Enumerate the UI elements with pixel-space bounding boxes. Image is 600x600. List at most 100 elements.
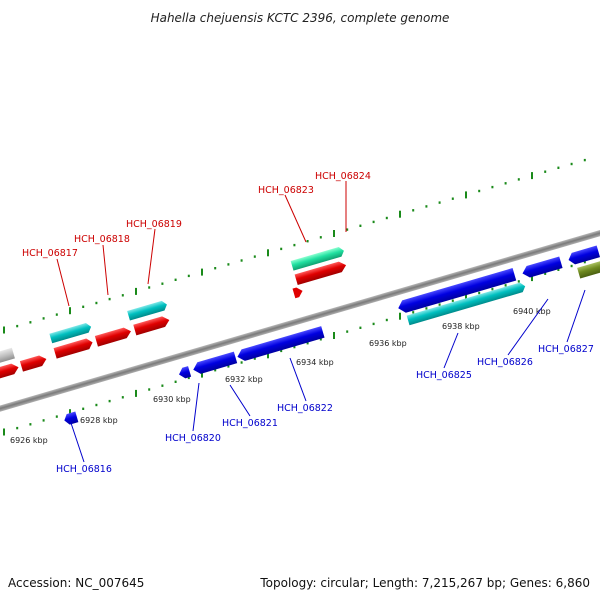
lower-tick-19 <box>253 357 256 360</box>
lower-tick-22 <box>293 345 296 349</box>
upper-tick-41 <box>544 170 547 173</box>
lower-tick-40 <box>531 274 533 282</box>
genome-summary-text: Topology: circular; Length: 7,215,267 bp… <box>259 576 590 590</box>
upper-tick-33 <box>438 201 441 204</box>
upper-tick-18 <box>240 259 243 262</box>
gene-hch-06827-olive[interactable] <box>577 260 600 279</box>
upper-tick-15 <box>201 268 203 276</box>
lower-tick-0 <box>3 428 5 436</box>
lower-tick-15 <box>201 370 203 378</box>
upper-tick-43 <box>570 162 573 166</box>
upper-tick-39 <box>517 178 520 181</box>
gene-label-hch-06824[interactable]: HCH_06824 <box>315 171 371 182</box>
upper-tick-2 <box>29 321 32 324</box>
gene-hch-06819-rna[interactable] <box>127 300 168 321</box>
upper-tick-track <box>3 158 586 334</box>
upper-tick-10 <box>135 287 137 295</box>
gene-label-hch-06817[interactable]: HCH_06817 <box>22 248 78 259</box>
lower-tick-6 <box>82 407 85 410</box>
gene-label-hch-06819[interactable]: HCH_06819 <box>126 219 182 230</box>
tick-label-6936: 6936 kbp <box>369 339 407 348</box>
upper-tick-44 <box>583 158 586 162</box>
lower-tick-41 <box>544 272 547 275</box>
upper-tick-22 <box>293 243 296 247</box>
upper-tick-24 <box>319 236 322 239</box>
upper-tick-0 <box>3 326 5 334</box>
gene-hch-06817[interactable] <box>53 337 95 359</box>
lower-tick-20 <box>267 351 269 359</box>
genome-backbone <box>0 192 600 440</box>
gene-hch-06820[interactable] <box>192 351 238 376</box>
gene-hch-06827[interactable] <box>567 245 600 266</box>
gene-hch-06817-rna[interactable] <box>49 322 92 344</box>
upper-tick-9 <box>121 294 124 297</box>
upper-tick-31 <box>412 209 415 212</box>
gene-hch-06822[interactable] <box>236 326 325 362</box>
gene-partial-red-2[interactable] <box>19 354 48 372</box>
upper-tick-16 <box>214 267 217 270</box>
lower-tick-30 <box>399 312 401 320</box>
gene-partial-gray[interactable] <box>0 347 15 373</box>
gene-partial-red-1[interactable] <box>0 362 20 387</box>
gene-label-hch-06820[interactable]: HCH_06820 <box>165 433 221 444</box>
lower-tick-25 <box>333 332 335 339</box>
gene-label-hch-06816[interactable]: HCH_06816 <box>56 464 112 475</box>
lower-tick-39 <box>517 280 520 283</box>
lower-tick-23 <box>306 342 309 345</box>
gene-hch-06825-rna[interactable] <box>406 281 527 326</box>
gene-label-hch-06826[interactable]: HCH_06826 <box>477 357 533 368</box>
lower-tick-43 <box>570 264 573 268</box>
gene-label-hch-06818[interactable]: HCH_06818 <box>74 234 130 245</box>
upper-tick-32 <box>425 205 428 208</box>
upper-tick-26 <box>346 228 349 231</box>
lower-tick-42 <box>557 268 560 271</box>
gene-hch-06826[interactable] <box>521 256 563 279</box>
gene-hch-06823[interactable] <box>292 286 304 299</box>
upper-tick-17 <box>227 263 230 266</box>
upper-tick-37 <box>491 185 494 189</box>
upper-tick-8 <box>108 297 111 301</box>
gene-hch-06820-small[interactable] <box>177 366 192 380</box>
lower-tick-9 <box>121 396 124 399</box>
upper-tick-21 <box>280 247 283 251</box>
upper-tick-38 <box>504 182 507 185</box>
lower-tick-34 <box>451 299 454 302</box>
upper-tick-42 <box>557 166 560 169</box>
lower-gene-labels: HCH_06816 HCH_06820 HCH_06821 HCH_06822 … <box>56 289 594 475</box>
lower-tick-28 <box>372 322 375 326</box>
gene-hch-06816[interactable] <box>63 411 79 426</box>
gene-label-hch-06822[interactable]: HCH_06822 <box>277 403 333 414</box>
upper-tick-14 <box>187 274 190 278</box>
upper-tick-34 <box>451 197 454 200</box>
tick-labels: 6926 kbp 6928 kbp 6930 kbp 6932 kbp 6934… <box>10 307 551 445</box>
gene-hch-06824-rna[interactable] <box>290 246 346 271</box>
tick-label-6938: 6938 kbp <box>442 322 480 331</box>
lower-tick-14 <box>187 376 190 380</box>
accession-text: Accession: NC_007645 <box>8 576 144 590</box>
gene-label-hch-06823[interactable]: HCH_06823 <box>258 185 314 196</box>
gene-hch-06825[interactable] <box>396 268 517 314</box>
lower-tick-4 <box>55 415 58 418</box>
gene-hch-06819[interactable] <box>133 315 171 336</box>
lower-tick-12 <box>161 384 164 387</box>
lower-tick-32 <box>425 307 428 310</box>
upper-tick-23 <box>306 240 309 243</box>
gene-label-hch-06827[interactable]: HCH_06827 <box>538 344 594 355</box>
lower-tick-18 <box>240 361 243 364</box>
gene-label-hch-06825[interactable]: HCH_06825 <box>416 370 472 381</box>
gene-hch-06824[interactable] <box>294 260 348 286</box>
lower-tick-27 <box>359 326 362 329</box>
lower-tick-5 <box>69 409 71 417</box>
upper-tick-19 <box>253 255 256 258</box>
lower-tick-44 <box>583 260 586 264</box>
gene-hch-06818[interactable] <box>94 326 133 347</box>
gene-label-hch-06821[interactable]: HCH_06821 <box>222 418 278 429</box>
lower-tick-11 <box>148 388 151 391</box>
upper-tick-30 <box>399 210 401 218</box>
upper-tick-40 <box>531 172 533 180</box>
lower-tick-2 <box>29 423 32 426</box>
tick-label-6940: 6940 kbp <box>513 307 551 316</box>
lower-tick-29 <box>385 318 388 322</box>
lower-tick-24 <box>319 338 322 341</box>
